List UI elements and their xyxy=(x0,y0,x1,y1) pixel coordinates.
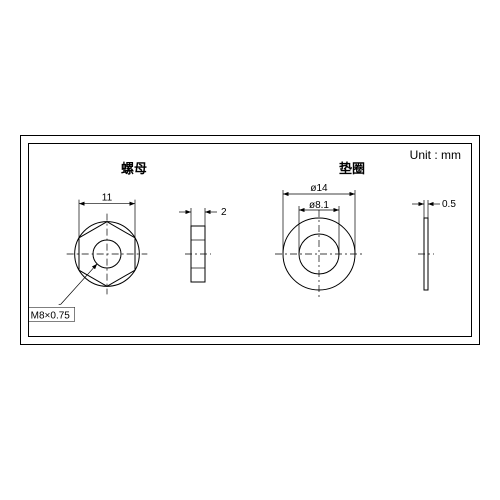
washer-outer-dim: ø14 xyxy=(310,183,328,194)
frame-inner: Unit : mm 螺母 垫圈 11M8×0.752ø14ø8.10.5 xyxy=(28,143,472,337)
nut-thread-label: M8×0.75 xyxy=(31,310,71,321)
drawing-canvas: Unit : mm 螺母 垫圈 11M8×0.752ø14ø8.10.5 xyxy=(0,0,500,500)
washer-inner-dim: ø8.1 xyxy=(309,200,329,211)
nut-width-dim: 11 xyxy=(102,193,113,204)
washer-thickness-dim: 0.5 xyxy=(442,199,456,210)
nut-thickness-dim: 2 xyxy=(221,207,227,218)
technical-drawing-svg: 11 M8×0.75 2 ø14 ø8.1 0.5 xyxy=(29,144,473,338)
